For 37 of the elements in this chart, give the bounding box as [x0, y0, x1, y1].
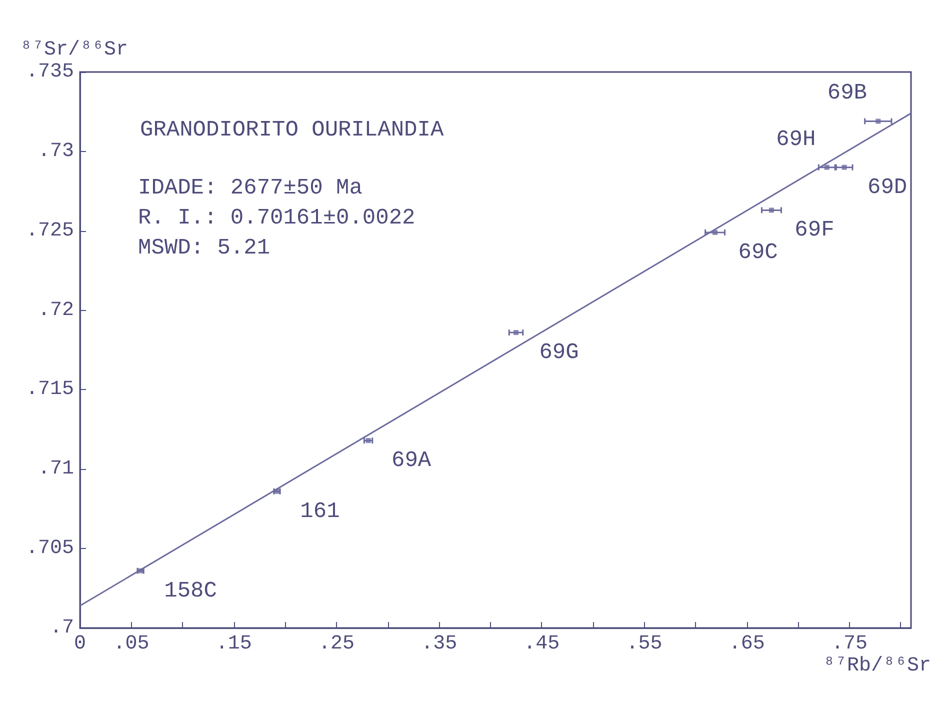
annotation: 69G [539, 340, 579, 366]
annotation: 69H [776, 126, 816, 152]
annotation: IDADE: 2677±50 Ma [138, 176, 362, 200]
text: GRANODIORITO OURILANDIA [140, 118, 444, 142]
annotation: 69C [738, 240, 778, 265]
x-tick-label: .45 [524, 632, 560, 656]
y-tick-label: .725 [26, 219, 74, 242]
x-tick-label: .15 [216, 632, 252, 656]
y-tick-label: .735 [26, 60, 74, 84]
y-axis-title: ⁸⁷Sr/⁸⁶Sr [20, 38, 128, 62]
annotation: 158C [164, 578, 217, 604]
x-axis-title: ⁸⁷Rb/⁸⁶Sr [822, 654, 931, 678]
y-tick-label: .7 [50, 616, 74, 640]
annotation: R. I.: 0.70161±0.0022 [138, 206, 416, 230]
y-tick-label: .73 [38, 140, 74, 163]
annotation: 69D [868, 174, 908, 200]
x-tick-label: .75 [831, 632, 868, 656]
x-tick-label: .65 [728, 632, 765, 656]
x-tick-label: .35 [421, 632, 458, 656]
annotation: 69B [827, 80, 867, 106]
point [842, 164, 847, 170]
point [514, 330, 519, 336]
x-tick-label: .25 [318, 632, 354, 656]
annotation: 69F [794, 218, 834, 243]
x-tick-label: .55 [626, 632, 662, 656]
point [876, 118, 881, 124]
annotation: 69A [391, 448, 432, 474]
x-tick-label: 0 [74, 632, 86, 656]
annotation: 161 [300, 498, 340, 524]
x-tick-label: .05 [113, 632, 150, 656]
point [824, 164, 830, 170]
annotation: MSWD: 5.21 [138, 236, 270, 260]
y-tick-label: .705 [26, 537, 74, 560]
point [768, 208, 774, 213]
y-tick-label: .71 [38, 458, 74, 481]
y-tick-label: .72 [38, 298, 74, 322]
y-tick-label: .715 [26, 378, 74, 402]
